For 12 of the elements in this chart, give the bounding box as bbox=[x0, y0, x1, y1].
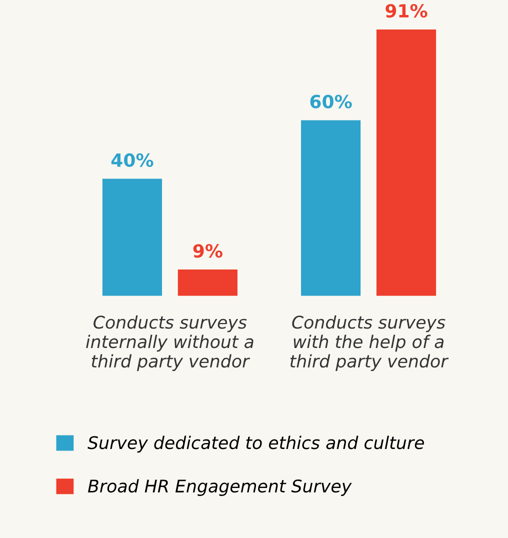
bar bbox=[301, 120, 361, 296]
data-label: 60% bbox=[310, 94, 352, 108]
data-label: 9% bbox=[193, 244, 222, 258]
data-label: 91% bbox=[386, 4, 428, 18]
bar bbox=[376, 29, 436, 296]
legend-label: Broad HR Engagement Survey bbox=[88, 479, 352, 496]
x-tick-label: Conducts surveys with the help of a third party vendor bbox=[290, 315, 449, 372]
data-label: 40% bbox=[111, 153, 154, 167]
bar bbox=[178, 270, 238, 296]
legend-label: Survey dedicated to ethics and culture bbox=[88, 436, 424, 453]
bar bbox=[102, 178, 162, 296]
x-tick-label: Conducts surveys internally without a third party vendor bbox=[86, 315, 254, 372]
